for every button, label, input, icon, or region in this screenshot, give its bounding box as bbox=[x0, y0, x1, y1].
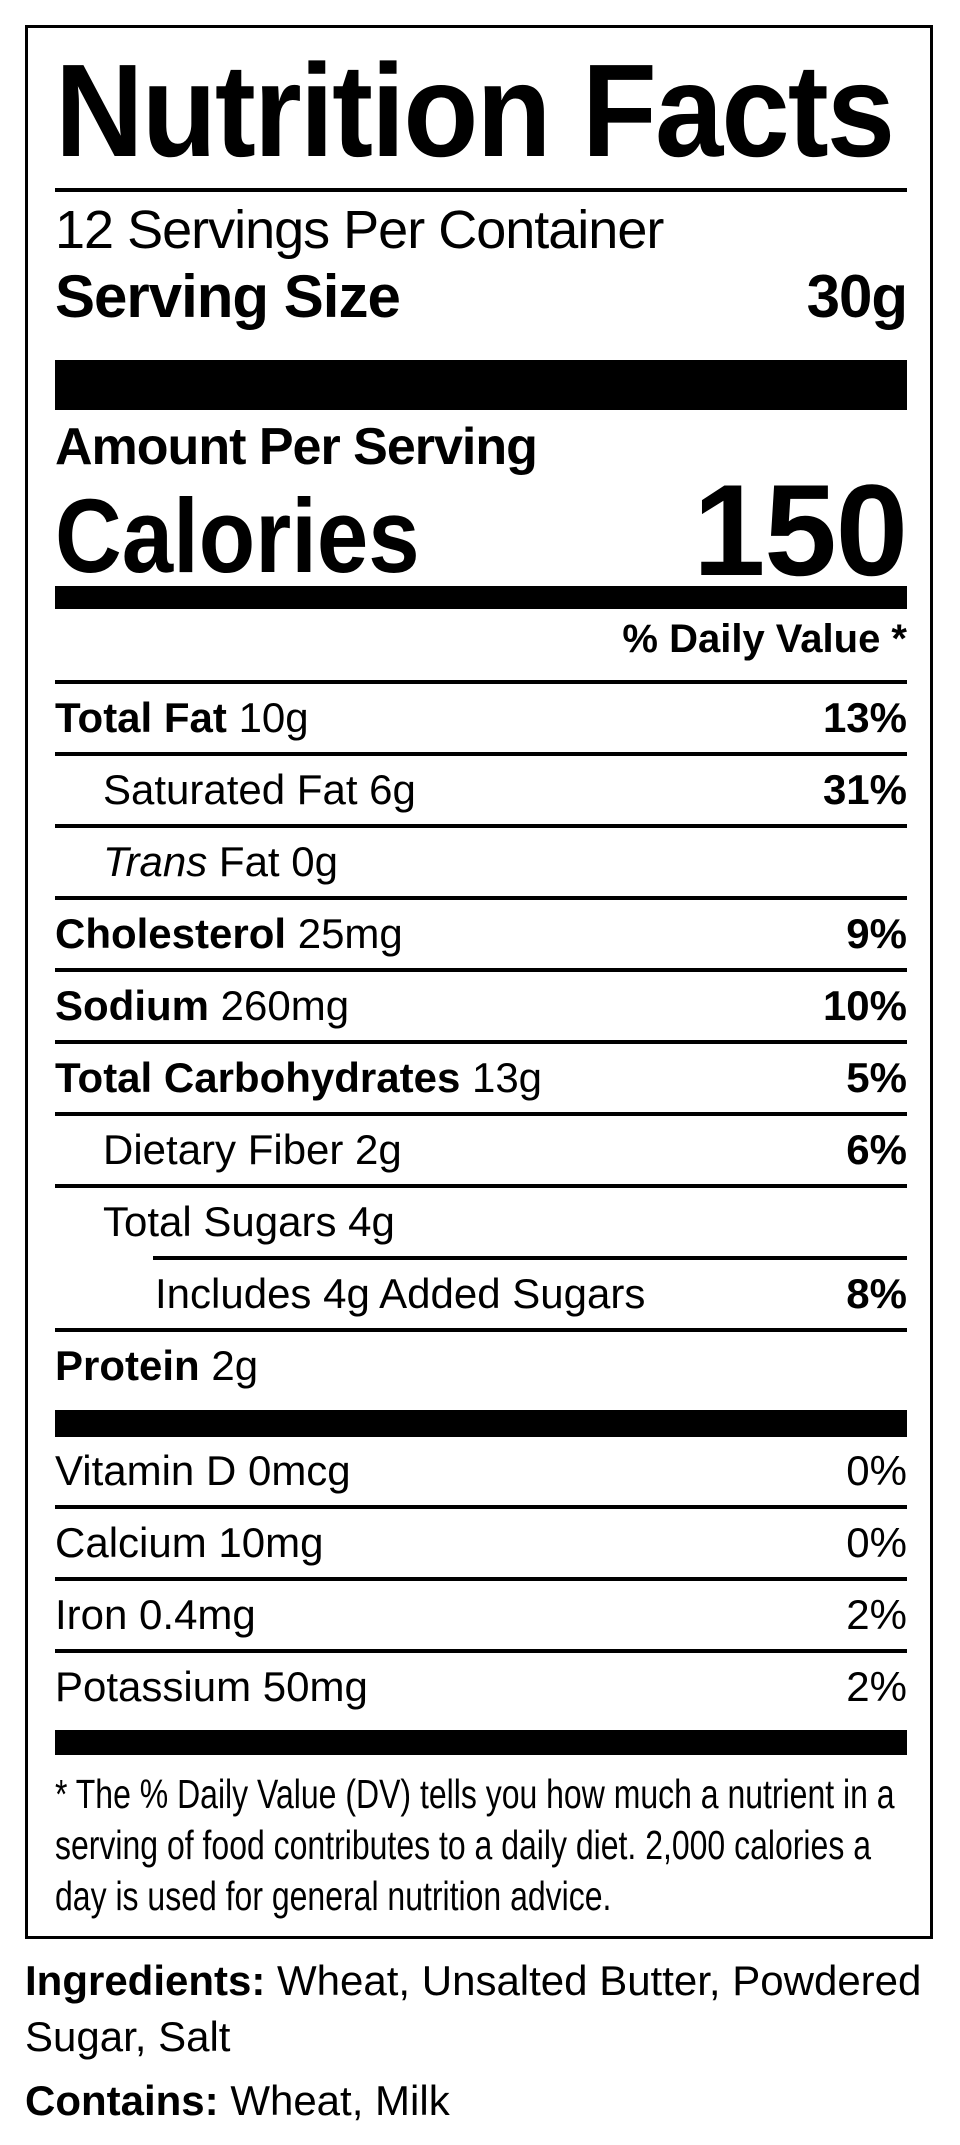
vitamin-daily-value: 0% bbox=[846, 1519, 907, 1566]
vitamin-name: Vitamin D 0mcg bbox=[55, 1447, 351, 1494]
footnote-line: day is used for general nutrition advice… bbox=[55, 1873, 612, 1919]
nutrient-row-sodium-260mg: Sodium 260mg 10% bbox=[55, 968, 907, 1040]
serving-size-row: Serving Size 30g bbox=[55, 262, 908, 332]
nutrient-daily-value: 8% bbox=[846, 1270, 907, 1317]
thick-bar-footnote bbox=[55, 1730, 907, 1755]
nutrient-row-total-carbohydrates-13g: Total Carbohydrates 13g 5% bbox=[55, 1040, 907, 1112]
nutrient-daily-value: 13% bbox=[822, 694, 907, 741]
vitamin-daily-value: 2% bbox=[846, 1591, 907, 1638]
nutrient-row-dietary-fiber-2g: Dietary Fiber 2g 6% bbox=[55, 1112, 907, 1184]
footnote-line: * The % Daily Value (DV) tells you how m… bbox=[55, 1771, 895, 1817]
added-sugars-divider bbox=[153, 1256, 907, 1260]
nutrient-daily-value: 10% bbox=[822, 982, 907, 1029]
nutrient-daily-value: 9% bbox=[846, 910, 907, 957]
nutrient-row-trans-fat-0g: Trans Fat 0g bbox=[55, 824, 907, 896]
nutrient-daily-value: 31% bbox=[822, 766, 907, 813]
contains-section: Contains: Wheat, Milk bbox=[25, 2073, 935, 2129]
amount-per-serving-label: Amount Per Serving bbox=[55, 418, 538, 476]
nutrient-name: Sodium 260mg bbox=[55, 982, 350, 1029]
nutrient-daily-value: 6% bbox=[846, 1126, 907, 1173]
nutrient-row-cholesterol-25mg: Cholesterol 25mg 9% bbox=[55, 896, 907, 968]
nutrient-row-includes-4g-added-sugars: Includes 4g Added Sugars 8% bbox=[55, 1256, 907, 1328]
vitamin-daily-value: 2% bbox=[846, 1663, 907, 1710]
contains-text: Wheat, Milk bbox=[230, 2077, 450, 2124]
nutrient-daily-value: 5% bbox=[846, 1054, 907, 1101]
nutrient-name: Trans Fat 0g bbox=[103, 838, 338, 885]
vitamin-row-potassium-50mg: Potassium 50mg 2% bbox=[55, 1649, 907, 1721]
vitamin-name: Calcium 10mg bbox=[55, 1519, 324, 1566]
nutrient-row-protein-2g: Protein 2g bbox=[55, 1328, 907, 1400]
label-title-text: Nutrition Facts bbox=[55, 37, 895, 184]
ingredients-label: Ingredients: bbox=[25, 1957, 266, 2004]
calories-row: Calories 150 bbox=[55, 457, 908, 604]
vitamin-row-iron-0-4mg: Iron 0.4mg 2% bbox=[55, 1577, 907, 1649]
thick-bar-vitamins bbox=[55, 1410, 907, 1437]
nutrient-name: Total Carbohydrates 13g bbox=[55, 1054, 543, 1101]
nutrient-name: Saturated Fat 6g bbox=[103, 766, 416, 813]
serving-size-label: Serving Size bbox=[55, 263, 401, 330]
label-title: Nutrition Facts bbox=[55, 36, 907, 186]
nutrient-name: Cholesterol 25mg bbox=[55, 910, 403, 957]
vitamin-name: Iron 0.4mg bbox=[55, 1591, 256, 1638]
vitamin-row-vitamin-d-0mcg: Vitamin D 0mcg 0% bbox=[55, 1437, 907, 1505]
thick-bar-calories bbox=[55, 586, 907, 609]
nutrient-row-total-fat-10g: Total Fat 10g 13% bbox=[55, 684, 907, 752]
nutrient-name: Includes 4g Added Sugars bbox=[155, 1270, 646, 1317]
serving-size-value: 30g bbox=[806, 263, 908, 330]
calories-label: Calories bbox=[55, 477, 420, 595]
ingredients-section: Ingredients: Wheat, Unsalted Butter, Pow… bbox=[25, 1953, 935, 2065]
vitamin-rows: Vitamin D 0mcg 0% Calcium 10mg 0% Iron 0.4mg… bbox=[55, 1437, 907, 1721]
daily-value-footnote: * The % Daily Value (DV) tells you how m… bbox=[55, 1769, 907, 1936]
thick-bar-serving bbox=[55, 360, 907, 410]
vitamin-name: Potassium 50mg bbox=[55, 1663, 368, 1710]
nutrient-name: Protein 2g bbox=[55, 1342, 259, 1389]
servings-per-container: 12 Servings Per Container bbox=[55, 200, 664, 260]
nutrient-name: Total Sugars 4g bbox=[103, 1198, 395, 1245]
footnote-line: serving of food contributes to a daily d… bbox=[55, 1822, 871, 1868]
nutrient-name: Dietary Fiber 2g bbox=[103, 1126, 402, 1173]
vitamin-daily-value: 0% bbox=[846, 1447, 907, 1494]
nutrient-name: Total Fat 10g bbox=[55, 694, 309, 741]
title-divider bbox=[55, 188, 907, 192]
ingredients-text: Wheat, Unsalted Butter, Powdered Sugar, … bbox=[25, 1957, 922, 2060]
nutrition-facts-label: Nutrition Facts 12 Servings Per Containe… bbox=[25, 25, 933, 1939]
daily-value-header: % Daily Value * bbox=[622, 617, 907, 661]
vitamin-row-calcium-10mg: Calcium 10mg 0% bbox=[55, 1505, 907, 1577]
nutrient-row-saturated-fat-6g: Saturated Fat 6g 31% bbox=[55, 752, 907, 824]
nutrient-rows: Total Fat 10g 13% Saturated Fat 6g 31% Trans… bbox=[55, 680, 907, 1400]
contains-label: Contains: bbox=[25, 2077, 219, 2124]
calories-value: 150 bbox=[693, 457, 908, 604]
nutrient-row-total-sugars-4g: Total Sugars 4g bbox=[55, 1184, 907, 1256]
